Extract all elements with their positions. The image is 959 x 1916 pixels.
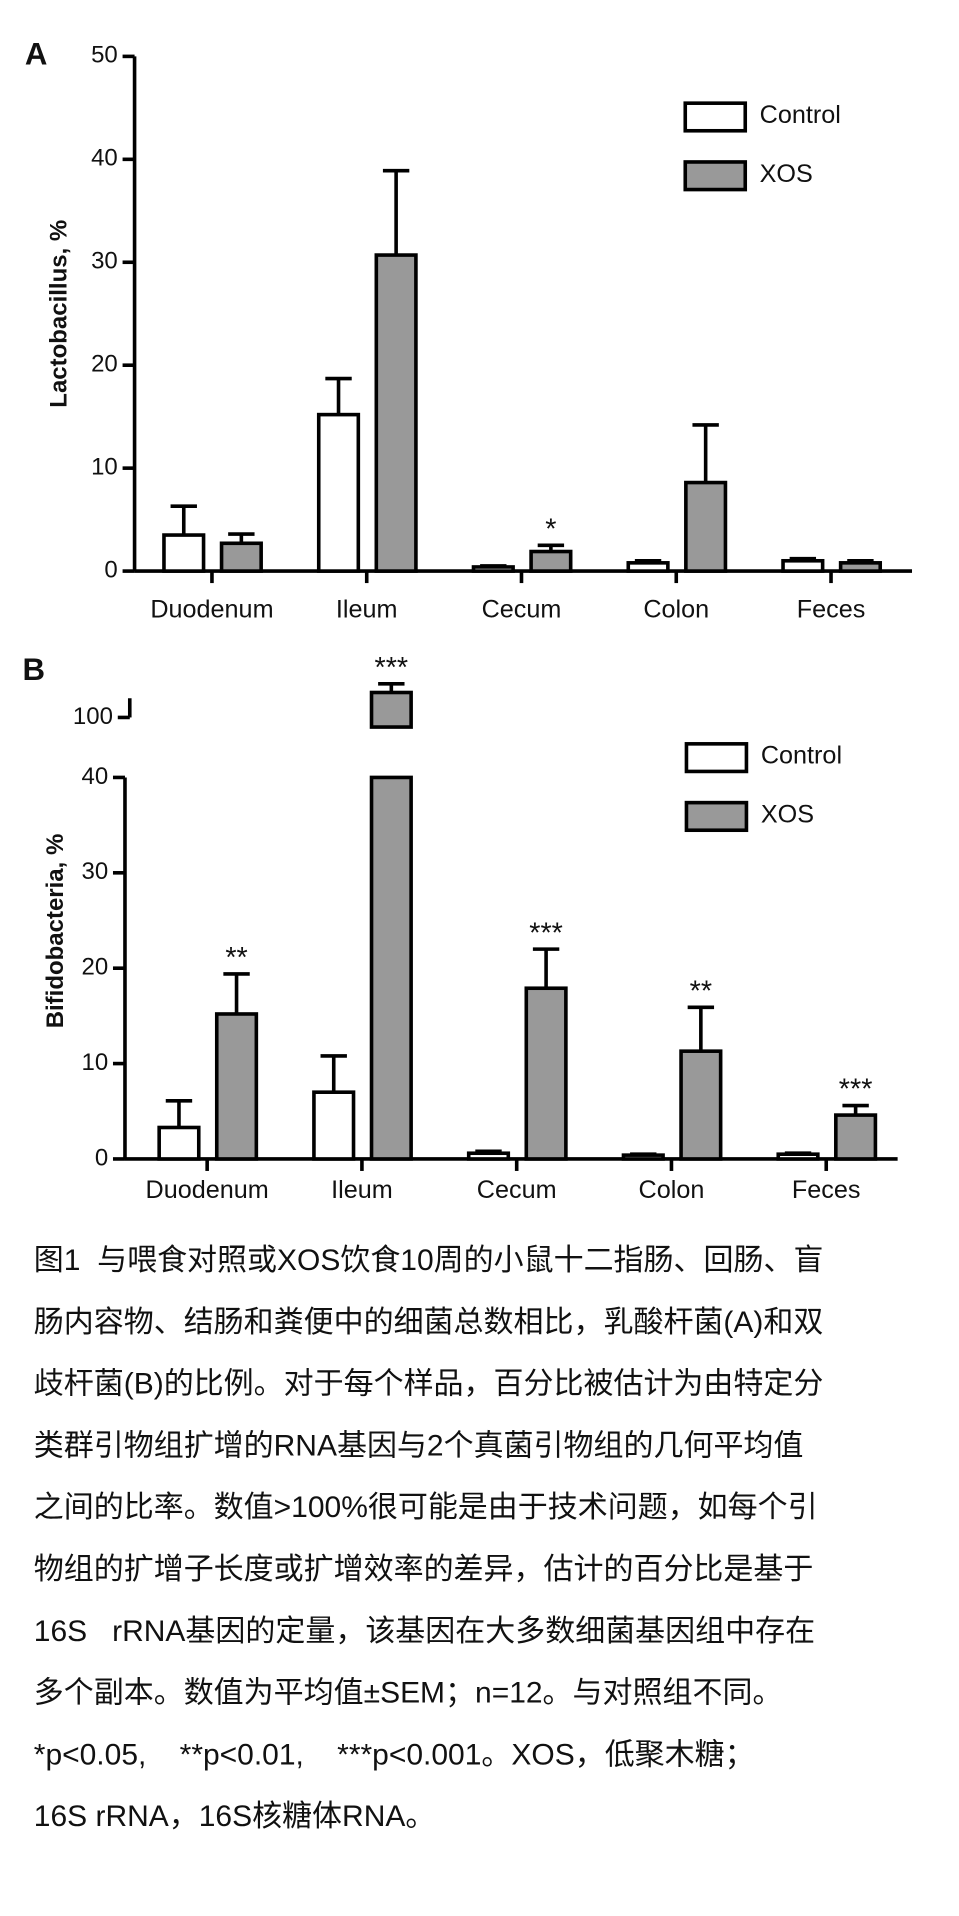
x-tick-label: Colon [643, 595, 709, 623]
y-tick-label: 40 [81, 763, 108, 790]
bar [679, 1049, 723, 1161]
y-tick-label: 10 [91, 453, 118, 480]
bar [834, 1113, 878, 1161]
caption-line: 肠内容物、结肠和粪便中的细菌总数相比，乳酸杆菌(A)和双 [34, 1306, 824, 1339]
significance: ** [225, 942, 247, 974]
legend-label: Control [761, 742, 842, 770]
legend-label: XOS [760, 160, 813, 188]
legend-swatch [684, 742, 749, 774]
y-tick-label: 0 [104, 556, 117, 583]
caption-line: 物组的扩增子长度或扩增效率的差异，估计的百分比是基于 [34, 1553, 814, 1586]
caption-line: 类群引物组扩增的RNA基因与2个真菌引物组的几何平均值 [34, 1429, 804, 1462]
bar [219, 541, 263, 573]
y-tick-label: 40 [91, 145, 118, 172]
bar [626, 561, 670, 573]
x-tick-label: Duodenum [146, 1176, 269, 1204]
significance: ** [690, 976, 712, 1008]
significance: *** [529, 917, 563, 949]
y-tick-label: 30 [91, 248, 118, 275]
legend-label: Control [760, 101, 841, 129]
y-axis-title: Bifidobacteria, % [42, 834, 69, 1029]
legend-swatch [683, 160, 748, 192]
legend-label: XOS [761, 800, 814, 828]
bar [316, 412, 361, 573]
caption-line: 16S rRNA基因的定量，该基因在大多数细菌基因组中存在 [34, 1615, 815, 1648]
x-tick-label: Ileum [336, 595, 398, 623]
x-tick-label: Cecum [477, 1176, 557, 1204]
bar [838, 561, 883, 573]
bar [684, 480, 728, 573]
caption-line: 之间的比率。数值>100%很可能是由于技术问题，如每个引 [34, 1491, 818, 1524]
legend-swatch [684, 800, 749, 833]
y-axis-title: Lactobacillus, % [46, 220, 73, 408]
caption-line: 歧杆菌(B)的比例。对于每个样品，百分比被估计为由特定分 [34, 1368, 824, 1401]
bar [781, 558, 825, 573]
bar [466, 1151, 511, 1161]
bar [369, 775, 413, 1161]
x-tick-label: Feces [792, 1176, 861, 1204]
x-tick-label: Duodenum [150, 595, 273, 623]
bar [374, 253, 418, 573]
caption-line: 16S rRNA，16S核糖体RNA。 [34, 1800, 436, 1833]
x-tick-label: Colon [639, 1176, 705, 1204]
bar [524, 986, 568, 1161]
caption-line: 图1 与喂食对照或XOS饮食10周的小鼠十二指肠、回肠、盲 [34, 1244, 824, 1277]
significance: *** [375, 652, 409, 684]
y-tick-label: 0 [95, 1144, 108, 1171]
legend-swatch [683, 101, 748, 133]
bar [214, 1012, 259, 1161]
x-tick-label: Cecum [482, 595, 562, 623]
bar [312, 1090, 356, 1161]
bar-top [369, 690, 413, 729]
caption-line: 多个副本。数值为平均值±SEM；n=12。与对照组不同。 [34, 1677, 783, 1710]
x-tick-label: Ileum [331, 1176, 393, 1204]
y-tick-label: 30 [81, 858, 108, 885]
bar [157, 1125, 201, 1161]
significance: * [545, 514, 556, 546]
panel-label: B [23, 652, 46, 687]
y-tick-label: 20 [81, 954, 108, 981]
caption-line: *p<0.05, **p<0.01, ***p<0.001。XOS，低聚木糖； [34, 1738, 755, 1771]
y-tick-label: 100 [73, 703, 113, 730]
bar [162, 533, 206, 573]
bar [529, 549, 573, 573]
y-tick-label: 50 [91, 42, 118, 69]
y-tick-label: 10 [81, 1049, 108, 1076]
panel-label: A [25, 37, 48, 72]
x-tick-label: Feces [797, 595, 866, 623]
y-tick-label: 20 [91, 351, 118, 378]
significance: *** [839, 1074, 873, 1106]
